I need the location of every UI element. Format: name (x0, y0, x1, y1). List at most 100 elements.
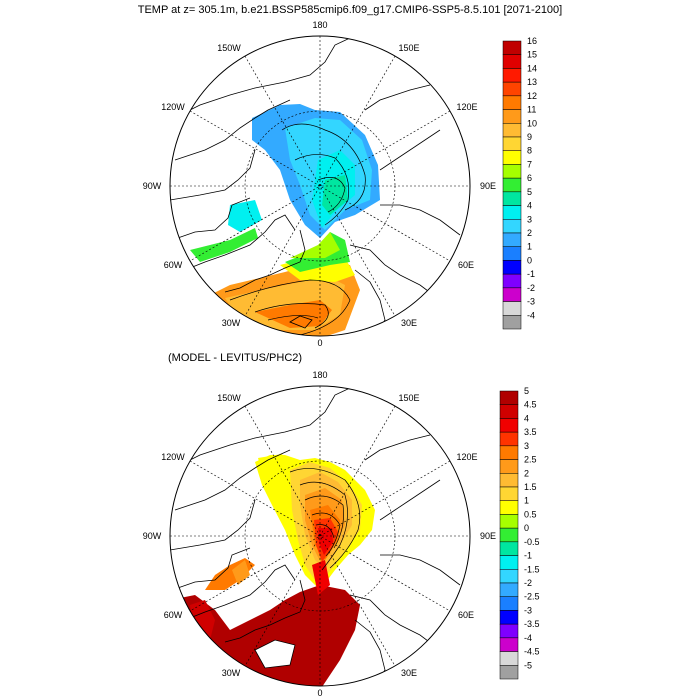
top-colorbar-swatch (502, 40, 522, 55)
top-colorbar-tick-label: 0 (527, 255, 532, 265)
bottom-field-yellow-patch (258, 454, 290, 480)
bottom-colorbar-swatch (499, 486, 519, 501)
top-colorbar-tick-label: -2 (527, 283, 535, 293)
top-colorbar-tick-label: 9 (527, 132, 532, 142)
top-colorbar-swatch (502, 232, 522, 247)
bottom-colorbar-tick-label: -5 (524, 660, 532, 670)
top-map-border (169, 35, 471, 337)
top-colorbar-tick-label: -1 (527, 269, 535, 279)
bottom-lon-label-30e: 30E (401, 668, 417, 678)
bottom-colorbar-tick-label: 3 (524, 441, 529, 451)
bottom-colorbar-tick-label: -2.5 (524, 592, 540, 602)
bottom-lon-label-120e: 120E (456, 452, 477, 462)
bottom-colorbar-swatch (499, 569, 519, 584)
bottom-colorbar-swatch (499, 500, 519, 515)
bottom-colorbar-tick-label: -4 (524, 633, 532, 643)
bottom-colorbar-tick-label: -3.5 (524, 619, 540, 629)
bottom-lon-label-60w: 60W (164, 610, 183, 620)
top-colorbar-tick-label: 4 (527, 201, 532, 211)
bottom-colorbar-tick-label: 0 (524, 523, 529, 533)
bottom-field-basin-red2 (318, 528, 333, 555)
top-colorbar-tick-label: 5 (527, 187, 532, 197)
bottom-colorbar-swatch (499, 473, 519, 488)
bottom-difference-field (170, 454, 375, 686)
bottom-colorbar-swatch (499, 445, 519, 460)
top-lon-label-60w: 60W (164, 260, 183, 270)
top-colorbar-swatch (502, 54, 522, 69)
top-lon-label-90e: 90E (480, 181, 496, 191)
bottom-colorbar-tick-label: 4 (524, 413, 529, 423)
top-colorbar-swatch (502, 260, 522, 275)
bottom-colorbar-tick-label: 2.5 (524, 455, 537, 465)
bottom-colorbar-swatch (499, 527, 519, 543)
top-colorbar-tick-label: 16 (527, 36, 537, 46)
top-contours (229, 123, 366, 336)
top-colorbar-tick-label: 6 (527, 173, 532, 183)
bottom-colorbar-tick-label: 1.5 (524, 482, 537, 492)
top-colorbar-swatch (502, 177, 522, 193)
bottom-map-border (169, 385, 471, 687)
bottom-colorbar-tick-label: 2 (524, 468, 529, 478)
top-colorbar-swatch (502, 219, 522, 234)
top-field-darkorange (255, 300, 332, 328)
top-colorbar-swatch (502, 109, 522, 124)
bottom-colorbar: 5 4.5 4 3.5 3 2.5 2 1.5 1 0.5 0 -0.5 -1 -1.5 -2 -2.5 -3 -… (499, 386, 540, 680)
bottom-colorbar-swatch (499, 582, 519, 597)
bottom-field-atlantic-darkred (170, 585, 360, 686)
bottom-colorbar-tick-label: -1.5 (524, 564, 540, 574)
bottom-colorbar-swatch (499, 459, 519, 474)
top-field-basin-teal (322, 175, 348, 215)
top-colorbar-swatch (502, 150, 522, 165)
top-colorbar-swatch (502, 68, 522, 83)
top-lon-label-60e: 60E (458, 260, 474, 270)
top-colorbar-swatch (502, 287, 522, 302)
top-colorbar-tick-label: 14 (527, 63, 537, 73)
bottom-colorbar-tick-label: 0.5 (524, 509, 537, 519)
top-field-lightgreen (290, 232, 340, 258)
bottom-colorbar-swatch (499, 431, 519, 447)
top-colorbar-swatch (502, 301, 522, 316)
bottom-colorbar-tick-label: 4.5 (524, 400, 537, 410)
top-lon-label-120e: 120E (456, 102, 477, 112)
bottom-lon-label-150e: 150E (398, 393, 419, 403)
bottom-colorbar-swatch (499, 637, 519, 652)
bottom-lon-label-120w: 120W (161, 452, 185, 462)
bottom-contours (289, 468, 361, 571)
bottom-colorbar-swatch (499, 665, 519, 680)
bottom-lon-label-180: 180 (312, 370, 327, 380)
bottom-field-baffin-orange (232, 560, 250, 585)
bottom-colorbar-swatch (499, 651, 519, 666)
top-field-baffin-cyan (228, 200, 262, 232)
top-colorbar-tick-label: 12 (527, 91, 537, 101)
bottom-field-channel-red (312, 560, 330, 595)
bottom-colorbar-tick-label: -2 (524, 578, 532, 588)
bottom-lon-label-90w: 90W (143, 531, 162, 541)
bottom-lon-label-150w: 150W (217, 393, 241, 403)
bottom-colorbar-swatch (499, 390, 519, 405)
top-lon-label-150e: 150E (398, 43, 419, 53)
top-colorbar-swatch (502, 205, 522, 220)
top-temperature-field (190, 104, 380, 336)
top-colorbar-tick-label: 2 (527, 228, 532, 238)
bottom-colorbar-swatch (499, 514, 519, 529)
top-colorbar-swatch (502, 246, 522, 261)
bottom-colorbar-swatch (499, 418, 519, 433)
top-colorbar-tick-label: 11 (527, 105, 536, 115)
top-field-labrador-green (190, 228, 258, 262)
bottom-colorbar-swatch (499, 404, 519, 419)
bottom-colorbar-swatch (499, 555, 519, 570)
bottom-lon-label-30w: 30W (222, 668, 241, 678)
bottom-colorbar-tick-label: 5 (524, 386, 529, 396)
top-colorbar-tick-label: -3 (527, 297, 535, 307)
top-graticule (170, 36, 470, 336)
bottom-colorbar-swatch (499, 596, 519, 611)
top-colorbar-swatch (502, 136, 522, 151)
bottom-colorbar-tick-label: 3.5 (524, 427, 537, 437)
top-colorbar-tick-label: 8 (527, 146, 532, 156)
top-lon-label-180: 180 (312, 20, 327, 30)
bottom-colorbar-tick-label: -0.5 (524, 537, 540, 547)
bottom-colorbar-swatch (499, 623, 519, 639)
top-coastlines (170, 37, 461, 336)
